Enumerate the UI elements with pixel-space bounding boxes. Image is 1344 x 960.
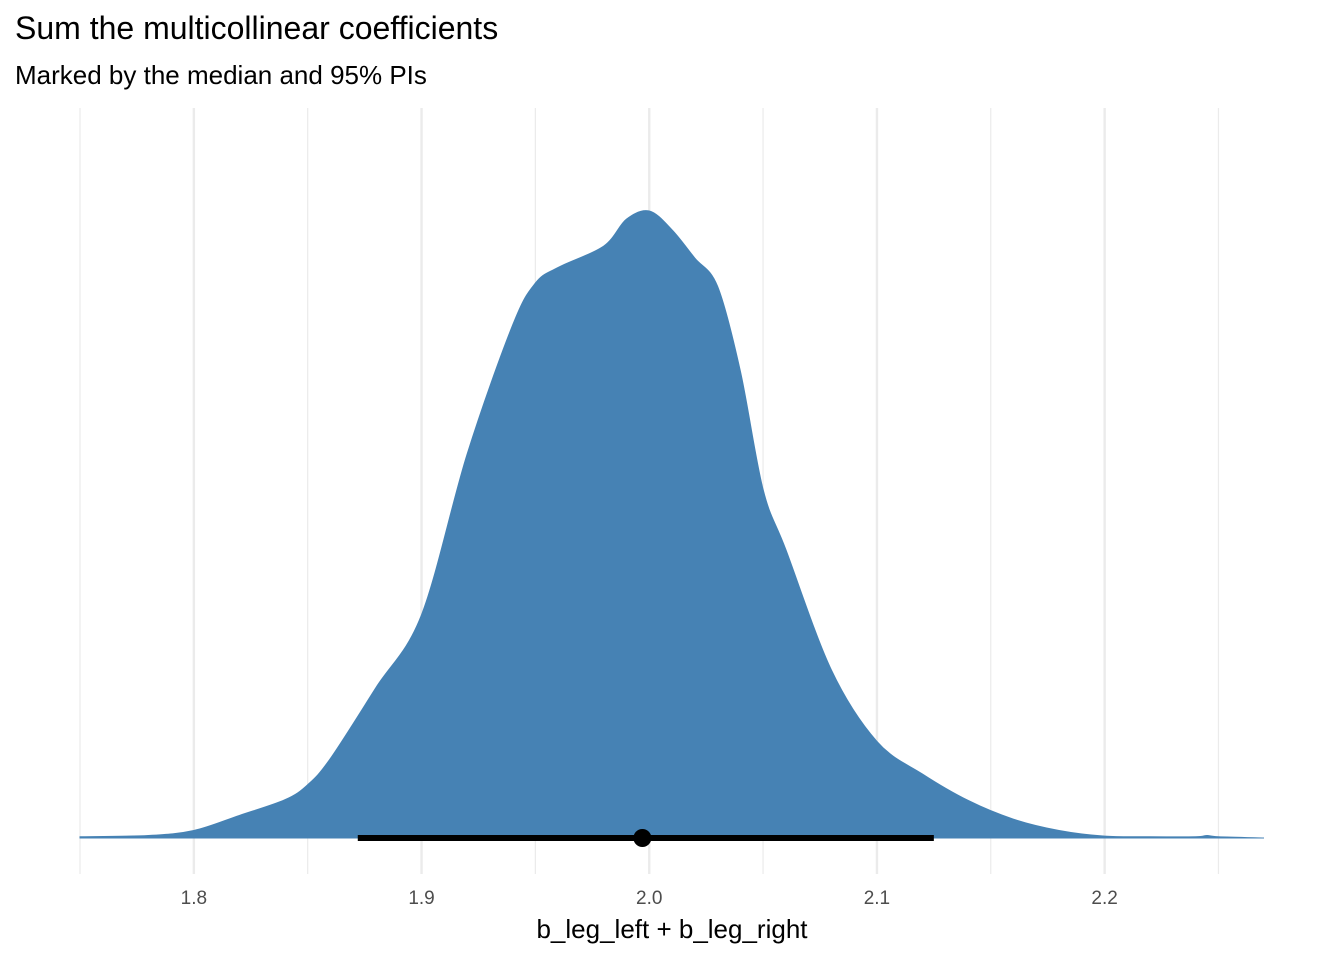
tick-label-layer: 1.8 1.9 2.0 2.1 2.2 (181, 888, 1118, 909)
x-tick-label-0: 1.8 (181, 888, 207, 909)
x-tick-label-2: 2.0 (636, 888, 662, 909)
x-tick-label-1: 1.9 (408, 888, 434, 909)
chart-subtitle: Marked by the median and 95% PIs (15, 60, 427, 90)
chart-title: Sum the multicollinear coefficients (15, 10, 499, 46)
density-area (79, 210, 1265, 839)
median-point (633, 829, 652, 847)
x-tick-label-4: 2.2 (1091, 888, 1117, 909)
x-axis-title: b_leg_left + b_leg_right (536, 914, 808, 944)
x-tick-label-3: 2.1 (864, 888, 890, 909)
